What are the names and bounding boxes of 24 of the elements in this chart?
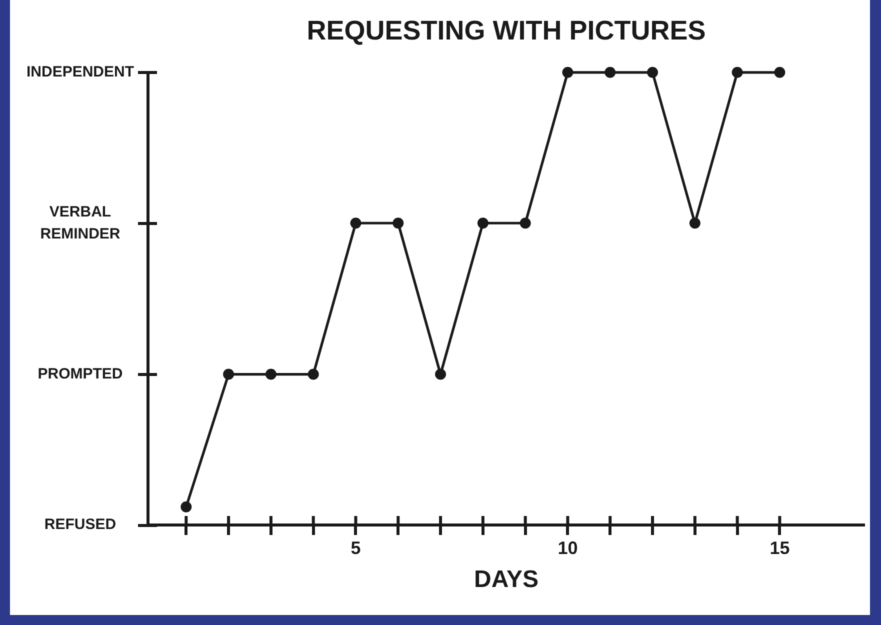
point [732,66,743,78]
point [520,218,531,229]
point [392,218,404,229]
point [689,218,700,229]
point [604,66,616,78]
point [350,218,362,229]
point [435,368,446,380]
point [223,368,234,380]
x-axis-title: DAYS [474,566,538,594]
x-tick-label: 10 [558,538,578,558]
x-tick-label: 15 [770,538,790,558]
text: INDEPENDENT [26,64,134,81]
text: VERBAL REMINDER [40,203,120,242]
point [647,66,658,78]
point [774,66,786,78]
point [562,66,574,78]
point [477,218,488,229]
point [308,368,319,380]
point [265,368,276,380]
text: PROMPTED [38,365,123,382]
chart-title: REQUESTING WITH PICTURES [306,16,706,46]
x-tick-label: 5 [350,538,361,558]
text: REFUSED [44,516,116,534]
point [180,501,192,512]
